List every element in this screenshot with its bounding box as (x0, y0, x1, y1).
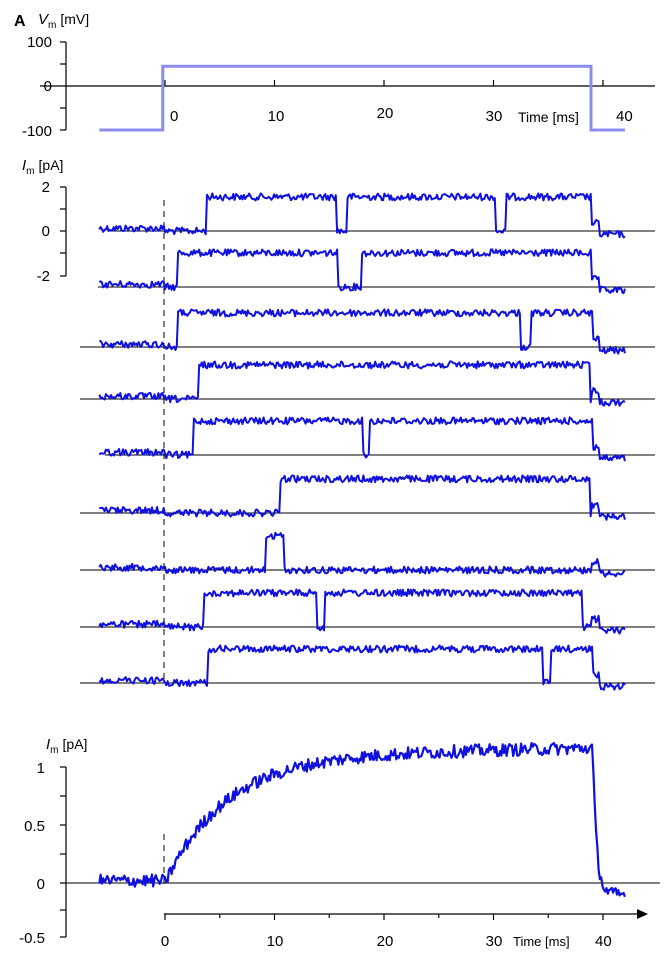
average-y-label-symbol: I (46, 736, 50, 753)
voltage-protocol-chart: Vm [mV] 100 0 -100 0 10 20 30 Time [ms] 4… (22, 11, 655, 140)
voltage-y-label-subscript: m (48, 20, 56, 31)
average-x-axis-arrowhead (637, 909, 648, 919)
average-y-tick-label-1: 1 (37, 760, 45, 777)
sweep-8-trace (98, 588, 626, 635)
average-x-tick-label-20: 20 (377, 933, 394, 950)
average-x-axis-label: Time [ms] (513, 934, 570, 949)
voltage-y-label-symbol: V (38, 11, 50, 28)
voltage-x-ticks (164, 80, 604, 86)
sweep-2-trace (98, 248, 626, 295)
sweep-5-trace (98, 416, 626, 462)
sweep-1-trace (98, 192, 626, 239)
sweep-7-trace (98, 531, 626, 578)
voltage-y-tick-label-neg100: -100 (22, 123, 52, 140)
voltage-y-tick-label-0: 0 (44, 78, 52, 95)
sweeps-y-label: Im [pA] (22, 157, 63, 177)
sweeps-y-label-unit: [pA] (39, 157, 64, 173)
sweep-3-trace (99, 308, 626, 355)
average-y-tick-label-0: 0 (37, 876, 45, 893)
average-x-ticks (164, 914, 604, 920)
sweep-9-trace (98, 644, 626, 691)
average-y-label-subscript: m (50, 745, 58, 756)
voltage-x-tick-label-0: 0 (170, 108, 178, 125)
sweeps-y-tick-label-0: 0 (42, 223, 50, 240)
voltage-y-label-unit: [mV] (60, 11, 89, 27)
voltage-y-tick-label-100: 100 (27, 34, 52, 51)
average-x-tick-label-0: 0 (161, 933, 169, 950)
average-x-tick-label-10: 10 (267, 933, 284, 950)
ensemble-average-chart: Im [pA] 1 0.5 0 -0.5 0 10 20 30 Time [ms]… (19, 736, 660, 950)
voltage-x-tick-label-30: 30 (486, 108, 503, 125)
average-x-tick-label-30: 30 (486, 933, 503, 950)
sweeps-y-label-symbol: I (22, 157, 26, 174)
panel-label: A (14, 13, 26, 30)
average-y-label: Im [pA] (46, 736, 87, 756)
average-y-label-unit: [pA] (63, 736, 88, 752)
voltage-x-axis-label: Time [ms] (518, 109, 579, 125)
voltage-x-tick-label-40: 40 (616, 108, 633, 125)
sweep-traces (80, 192, 655, 691)
voltage-x-tick-label-10: 10 (268, 108, 285, 125)
sweep-6-trace (98, 474, 626, 521)
sweeps-y-label-subscript: m (26, 166, 34, 177)
sweep-4-trace (98, 360, 626, 407)
sweeps-y-tick-label-neg2: -2 (37, 268, 50, 285)
single-channel-chart: Im [pA] 2 0 -2 (22, 157, 655, 691)
average-y-tick-label-neg05: -0.5 (19, 930, 45, 947)
average-y-tick-label-05: 0.5 (24, 818, 45, 835)
voltage-step-trace (99, 64, 625, 132)
average-current-trace (98, 741, 626, 898)
voltage-y-label: Vm [mV] (38, 11, 89, 31)
sweeps-y-tick-label-2: 2 (42, 179, 50, 196)
average-x-tick-label-40: 40 (595, 933, 612, 950)
voltage-x-tick-label-20: 20 (377, 105, 394, 122)
